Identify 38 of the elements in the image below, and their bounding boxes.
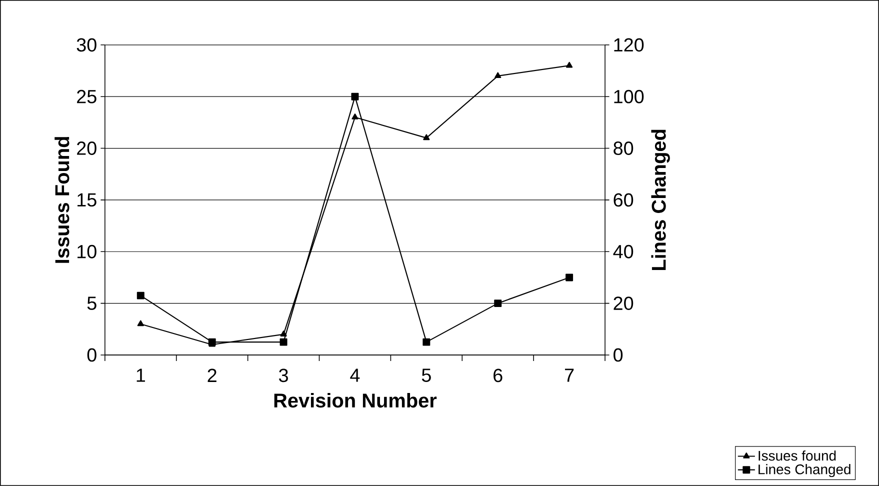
x-tick-label: 1 <box>136 368 145 382</box>
y-tick-label: 10 <box>78 244 96 258</box>
point <box>423 134 430 140</box>
point <box>494 72 502 78</box>
point <box>352 114 358 120</box>
x-tick-label: 7 <box>565 368 574 382</box>
y-axis-title: Issues Found <box>54 137 70 263</box>
y2-tick-label: 60 <box>614 193 634 207</box>
y2-tick-label: 120 <box>614 38 644 52</box>
y-tick-label: 0 <box>87 348 96 362</box>
y-tick-label: 5 <box>87 296 96 310</box>
y2-tick-label: 0 <box>614 348 623 362</box>
x-axis-title: Revision Number <box>274 393 437 408</box>
point <box>422 338 430 346</box>
x-tick-label: 2 <box>208 368 216 382</box>
point <box>137 320 144 326</box>
point <box>566 274 574 282</box>
y-tick-label: 20 <box>77 142 96 156</box>
x-tick-label: 4 <box>350 368 360 382</box>
legend-label: Lines Changed <box>758 464 850 478</box>
point <box>351 92 359 100</box>
y2-tick-label: 100 <box>614 90 644 104</box>
y-tick-label: 30 <box>76 38 96 52</box>
point <box>280 330 287 336</box>
x-tick-label: 6 <box>494 368 502 382</box>
legend-label: Issues found <box>758 450 836 461</box>
y-tick-label: 15 <box>78 193 96 207</box>
point <box>494 300 502 308</box>
y-tick-label: 25 <box>77 90 96 104</box>
y2-tick-label: 20 <box>614 296 634 310</box>
y2-tick-label: 40 <box>613 244 634 258</box>
y2-axis-title: Lines Changed <box>651 130 670 270</box>
point <box>280 338 288 346</box>
point <box>136 292 144 300</box>
y2-tick-label: 80 <box>614 142 634 156</box>
point <box>566 62 573 68</box>
x-tick-label: 3 <box>278 368 288 382</box>
x-tick-label: 5 <box>422 368 431 382</box>
